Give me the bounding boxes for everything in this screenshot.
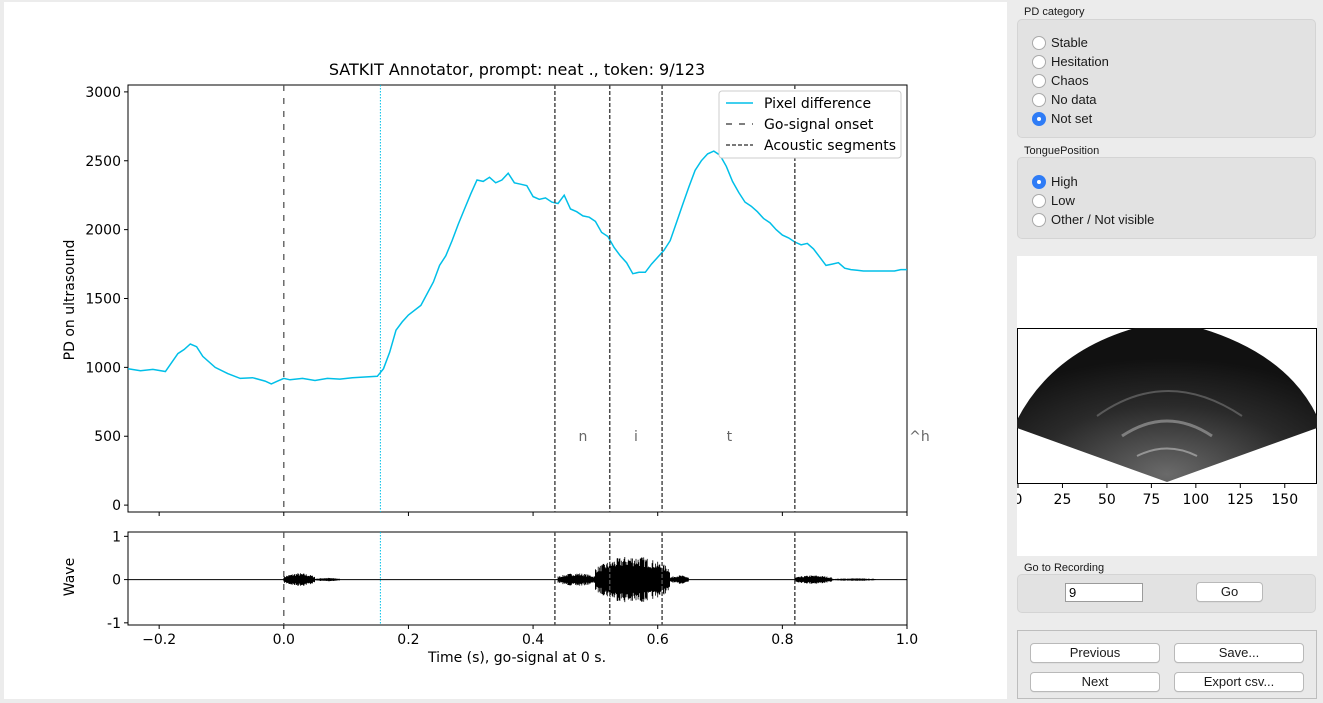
radio-label: Other / Not visible [1051,212,1155,227]
ultrasound-x-tick-label: 125 [1227,492,1254,508]
wave-burst [595,557,670,603]
radio-low[interactable]: Low [1032,191,1075,210]
pixel-difference-line [127,150,907,385]
radio-button-selected[interactable] [1032,174,1046,189]
radio-not-set[interactable]: Not set [1032,109,1092,128]
pd-y-tick-label: 2500 [85,154,121,170]
side-panel: PD category Stable Hesitation Chaos No d… [1008,0,1323,703]
pd-y-tick-label: 3000 [85,85,121,101]
ultrasound-fan [1017,328,1317,482]
pd-y-tick-label: 0 [112,498,121,514]
pd-y-tick-label: 1000 [85,360,121,376]
ultrasound-tongue-arc [1096,390,1243,417]
radio-button[interactable] [1032,54,1046,69]
recording-number-input[interactable] [1065,583,1143,602]
ultrasound-x-tick-label: 50 [1098,492,1116,508]
go-button[interactable]: Go [1196,582,1263,602]
ultrasound-x-tick-label: 25 [1054,492,1072,508]
radio-hesitation[interactable]: Hesitation [1032,52,1109,71]
radio-label: Low [1051,193,1075,208]
wave-y-tick-label: -1 [107,616,121,632]
radio-label: Not set [1051,111,1093,126]
go-to-recording-group [1017,574,1316,613]
wave-y-tick-label: 0 [112,573,121,589]
wave-axes-frame [127,531,908,626]
radio-label: No data [1051,92,1097,107]
pd-y-tick-label: 1500 [85,292,121,308]
wave-burst [831,578,876,581]
pd-y-tick-label: 2000 [85,223,121,239]
previous-button[interactable]: Previous [1030,643,1160,663]
legend-box [718,90,902,159]
wave-x-tick-label: 0.0 [273,632,295,648]
radio-chaos[interactable]: Chaos [1032,71,1089,90]
plot-title: SATKIT Annotator, prompt: neat ., token:… [329,60,705,79]
bottom-y-axis-label: Wave [62,558,78,596]
radio-label: Stable [1051,35,1088,50]
wave-burst [557,573,596,586]
wave-x-tick-label: 0.8 [771,632,793,648]
legend: Pixel difference Go-signal onset Acousti… [718,90,902,159]
pd-plot-figure: SATKIT Annotator, prompt: neat ., token:… [62,60,930,666]
segment-label: i [634,429,638,445]
ultrasound-bright-arc [1121,419,1213,438]
wave-x-tick-label: 0.2 [397,632,419,648]
legend-acoustic-segments: Acoustic segments [764,138,896,154]
save-button[interactable]: Save... [1174,643,1304,663]
ultrasound-x-tick-label: 0 [1017,492,1022,508]
radio-label: High [1051,174,1078,189]
wave-x-tick-label: −0.2 [142,632,176,648]
ultrasound-x-tick-label: 100 [1182,492,1209,508]
wave-x-tick-label: 1.0 [896,632,918,648]
x-axis-label: Time (s), go-signal at 0 s. [427,650,606,666]
wave-burst [794,575,833,584]
ultrasound-frame-panel: 0 25 50 75 100 125 150 [1014,256,1317,556]
tongue-position-group: High Low Other / Not visible [1017,157,1316,239]
pd-category-group: Stable Hesitation Chaos No data Not set [1017,19,1316,138]
segment-label: ^h [909,429,930,445]
tongue-position-title: TonguePosition [1024,145,1100,157]
ultrasound-x-tick-label: 75 [1142,492,1160,508]
radio-stable[interactable]: Stable [1032,33,1088,52]
radio-high[interactable]: High [1032,172,1078,191]
wave-burst [314,577,340,582]
radio-button[interactable] [1032,35,1046,50]
top-y-axis-label: PD on ultrasound [62,240,78,361]
segment-label: t [727,429,733,445]
go-to-recording-title: Go to Recording [1024,562,1105,574]
segment-label: n [578,429,587,445]
wave-burst [283,573,315,586]
wave-x-tick-label: 0.6 [647,632,669,648]
radio-button[interactable] [1032,73,1046,88]
chart-layer: 0 500 1000 1500 2000 2500 3000 -1 0 1 −0.2 0.0 0.2 0.… [85,84,930,648]
ultrasound-x-tick-label: 150 [1271,492,1298,508]
ultrasound-probe-shadow [1136,447,1198,457]
radio-label: Hesitation [1051,54,1109,69]
radio-button-selected[interactable] [1032,111,1046,126]
radio-button[interactable] [1032,92,1046,107]
pd-category-title: PD category [1024,6,1085,18]
legend-pixel-difference: Pixel difference [764,96,871,112]
radio-button[interactable] [1032,193,1046,208]
plot-canvas[interactable]: SATKIT Annotator, prompt: neat ., token:… [4,2,1007,699]
ultrasound-image [1017,328,1317,482]
export-csv-button[interactable]: Export csv... [1174,672,1304,692]
wave-x-tick-label: 0.4 [522,632,544,648]
radio-no-data[interactable]: No data [1032,90,1097,109]
radio-button[interactable] [1032,212,1046,227]
ultrasound-x-ticks: 0 25 50 75 100 125 150 [1014,484,1298,508]
radio-other-not-visible[interactable]: Other / Not visible [1032,210,1154,229]
legend-go-signal: Go-signal onset [764,117,874,133]
wave-y-tick-label: 1 [112,529,121,545]
next-button[interactable]: Next [1030,672,1160,692]
radio-label: Chaos [1051,73,1089,88]
ultrasound-figure: 0 25 50 75 100 125 150 [1014,328,1317,508]
wave-burst [669,575,689,584]
pd-y-tick-label: 500 [94,429,121,445]
